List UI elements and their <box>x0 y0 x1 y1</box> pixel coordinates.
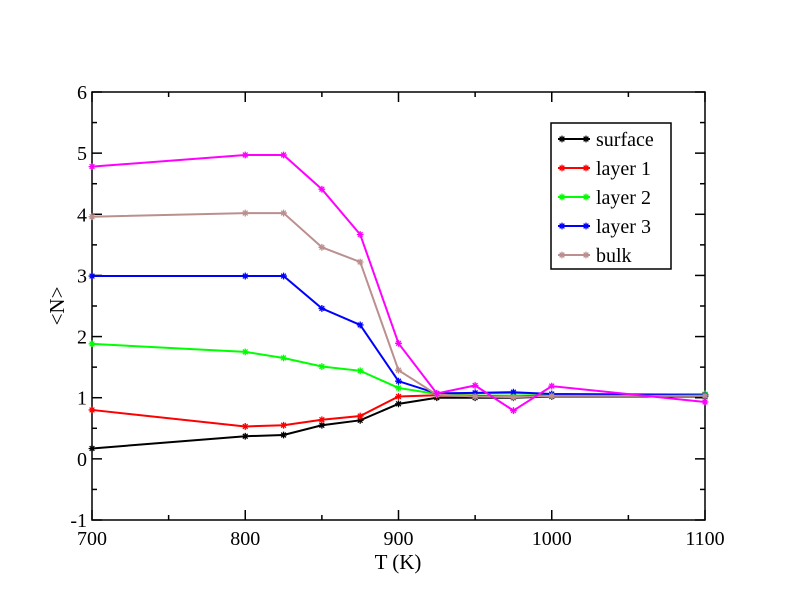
data-point <box>701 392 709 400</box>
data-point <box>395 393 402 400</box>
data-point <box>395 384 402 392</box>
legend-marker <box>558 251 566 259</box>
data-point <box>280 151 287 159</box>
series-layer-3 <box>88 272 709 399</box>
data-point <box>241 348 249 356</box>
legend-marker <box>558 164 566 172</box>
data-point <box>433 390 441 397</box>
y-tick-label: 2 <box>77 327 87 349</box>
data-point <box>356 416 364 424</box>
legend-marker <box>582 164 590 172</box>
data-point <box>280 431 287 439</box>
data-point <box>510 393 517 401</box>
data-point <box>471 389 479 397</box>
legend-marker <box>558 193 566 201</box>
y-tick-label: 1 <box>77 388 87 410</box>
data-point <box>318 363 326 370</box>
legend-marker <box>558 135 566 143</box>
legend-marker <box>582 193 590 201</box>
legend-marker <box>582 135 590 143</box>
data-point <box>241 423 249 430</box>
data-point <box>88 406 96 414</box>
x-tick-label: 1100 <box>685 528 724 550</box>
data-point <box>318 185 326 193</box>
data-point <box>280 421 287 429</box>
legend-label: layer 1 <box>596 158 651 180</box>
data-point <box>88 340 96 348</box>
y-tick-label: 0 <box>77 449 87 471</box>
legend: surface layer 1 layer 2 layer 3 bulk <box>550 122 672 270</box>
data-point <box>241 151 249 159</box>
legend-label: surface <box>596 129 654 151</box>
y-tick-label: -1 <box>70 510 87 532</box>
data-point <box>280 354 287 362</box>
data-point <box>88 445 96 452</box>
series-surface <box>88 393 709 452</box>
data-point <box>395 366 402 374</box>
data-point <box>471 382 479 389</box>
y-tick-label: 4 <box>77 204 87 226</box>
legend-label: bulk <box>596 245 632 267</box>
axis-ticks <box>91 91 706 521</box>
data-point <box>280 209 287 217</box>
data-point <box>356 258 364 266</box>
data-point <box>88 272 96 280</box>
data-point <box>395 400 402 408</box>
legend-marker <box>582 251 590 259</box>
x-tick-label: 700 <box>77 528 107 550</box>
data-point <box>280 272 287 280</box>
y-axis-label: <N> <box>45 287 69 326</box>
y-tick-label: 5 <box>77 143 87 165</box>
x-tick-label: 800 <box>230 528 260 550</box>
legend-label: layer 2 <box>596 187 651 209</box>
data-point <box>395 377 402 385</box>
data-point <box>88 163 96 170</box>
data-point <box>241 432 249 440</box>
data-point <box>88 213 96 221</box>
series-line <box>92 275 706 397</box>
legend-label: layer 3 <box>596 216 651 238</box>
data-point <box>356 412 364 420</box>
data-point <box>548 382 556 390</box>
data-point <box>318 416 326 424</box>
series-unnamed-5 <box>88 151 709 414</box>
data-point <box>318 243 326 251</box>
data-point <box>356 367 364 375</box>
data-point <box>395 339 402 347</box>
legend-marker <box>582 222 590 230</box>
legend-marker <box>558 222 566 230</box>
tick-labels: 700 800 900 1000 1100 -1 0 1 2 3 4 5 6 <box>70 82 724 550</box>
data-point <box>318 305 326 312</box>
data-point <box>241 272 249 280</box>
data-point <box>241 209 249 217</box>
data-point <box>510 388 517 396</box>
series-lines <box>88 151 709 452</box>
data-point <box>510 407 517 414</box>
data-point <box>701 398 709 406</box>
data-point <box>356 231 364 238</box>
x-axis-label: T (K) <box>375 550 422 574</box>
data-point <box>356 321 364 329</box>
y-tick-label: 3 <box>77 265 87 287</box>
data-point <box>318 421 326 429</box>
y-tick-label: 6 <box>77 82 87 104</box>
x-tick-label: 900 <box>384 528 414 550</box>
x-tick-label: 1000 <box>532 528 572 550</box>
data-point <box>471 393 479 400</box>
data-point <box>548 392 556 400</box>
